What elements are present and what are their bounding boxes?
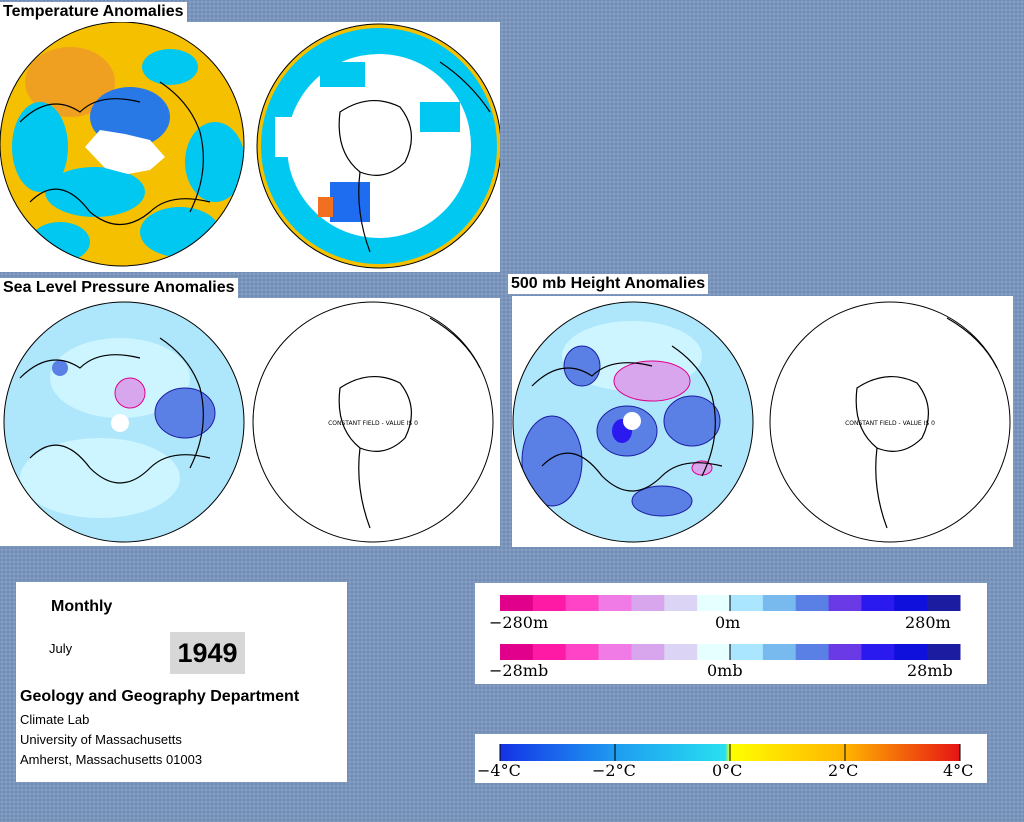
height-colorbar (500, 595, 961, 611)
colorbar-swatch (500, 644, 534, 660)
colorbar-swatch (762, 595, 797, 611)
temperature-southern-hemisphere-map (257, 24, 500, 268)
anomaly-color-legend: −280m 0m 280m −28mb 0mb 28mb (475, 583, 987, 684)
colorbar-swatch (795, 595, 830, 611)
colorbar-swatch (664, 595, 698, 611)
colorbar-swatch (927, 644, 961, 660)
colorbar-swatch (861, 595, 895, 611)
colorbar-swatch (500, 595, 534, 611)
colorbar-swatch (730, 644, 764, 660)
height-northern-hemisphere-map (513, 302, 753, 542)
colorbar-swatch (565, 644, 600, 660)
temperature-anomalies-panel (0, 22, 500, 272)
colorbar-swatch (894, 644, 928, 660)
pressure-legend-max: 28mb (907, 661, 953, 680)
temperature-maps-image (0, 22, 500, 269)
sea-level-pressure-anomalies-panel: CONSTANT FIELD - VALUE IS 0 (0, 298, 500, 546)
colorbar-swatch (598, 595, 632, 611)
month-label: July (49, 641, 73, 656)
address-label: Amherst, Massachusetts 01003 (20, 752, 203, 767)
500mb-height-anomalies-panel: CONSTANT FIELD - VALUE IS 0 (512, 296, 1013, 547)
temperature-color-legend: −4°C −2°C 0°C 2°C 4°C (475, 734, 987, 783)
year-label: 1949 (170, 632, 245, 674)
temp-legend-minus2: −2°C (592, 761, 636, 780)
sea-level-pressure-anomalies-title: Sea Level Pressure Anomalies (0, 278, 238, 298)
height-southern-hemisphere-map (769, 301, 1011, 543)
height-maps-image: CONSTANT FIELD - VALUE IS 0 (512, 301, 1011, 543)
500mb-height-anomalies-title: 500 mb Height Anomalies (508, 274, 709, 294)
colorbar-swatch (795, 644, 830, 660)
slp-constant-field-note: CONSTANT FIELD - VALUE IS 0 (328, 420, 418, 427)
pressure-legend-min: −28mb (489, 661, 549, 680)
height-legend-mid: 0m (715, 613, 741, 632)
temperature-anomalies-title: Temperature Anomalies (0, 2, 187, 22)
temp-legend-plus2: 2°C (828, 761, 859, 780)
height-constant-field-note: CONSTANT FIELD - VALUE IS 0 (845, 420, 935, 427)
colorbar-swatch (828, 595, 862, 611)
temp-legend-plus4: 4°C (943, 761, 974, 780)
temperature-northern-hemisphere-map (0, 22, 244, 266)
colorbar-swatch (861, 644, 895, 660)
height-legend-max: 280m (905, 613, 951, 632)
colorbar-swatch (828, 644, 862, 660)
height-legend-min: −280m (489, 613, 549, 632)
colorbar-swatch (532, 595, 567, 611)
colorbar-swatch (730, 595, 764, 611)
colorbar-swatch (762, 644, 797, 660)
temperature-colorbar-svg (499, 744, 961, 761)
lab-label: Climate Lab (20, 712, 90, 727)
university-label: University of Massachusetts (20, 732, 182, 747)
colorbar-swatch (532, 644, 567, 660)
temp-legend-zero: 0°C (712, 761, 743, 780)
colorbar-swatch (631, 595, 665, 611)
colorbar-swatch (697, 644, 731, 660)
colorbar-swatch (565, 595, 600, 611)
colorbar-swatch (894, 595, 928, 611)
colorbar-swatch (631, 644, 665, 660)
colorbar-swatch (664, 644, 698, 660)
period-label: Monthly (51, 598, 113, 615)
colorbar-swatch (697, 595, 731, 611)
anomaly-colorbars (500, 595, 961, 660)
department-label: Geology and Geography Department (20, 688, 300, 705)
pressure-legend-mid: 0mb (707, 661, 743, 680)
info-box: Monthly July 1949 Geology and Geography … (16, 582, 347, 782)
temp-legend-minus4: −4°C (477, 761, 521, 780)
slp-northern-hemisphere-map (4, 302, 244, 542)
colorbar-swatch (927, 595, 961, 611)
pressure-colorbar (500, 644, 961, 660)
slp-southern-hemisphere-map (252, 301, 494, 543)
colorbar-swatch (598, 644, 632, 660)
slp-maps-image: CONSTANT FIELD - VALUE IS 0 (3, 301, 494, 543)
